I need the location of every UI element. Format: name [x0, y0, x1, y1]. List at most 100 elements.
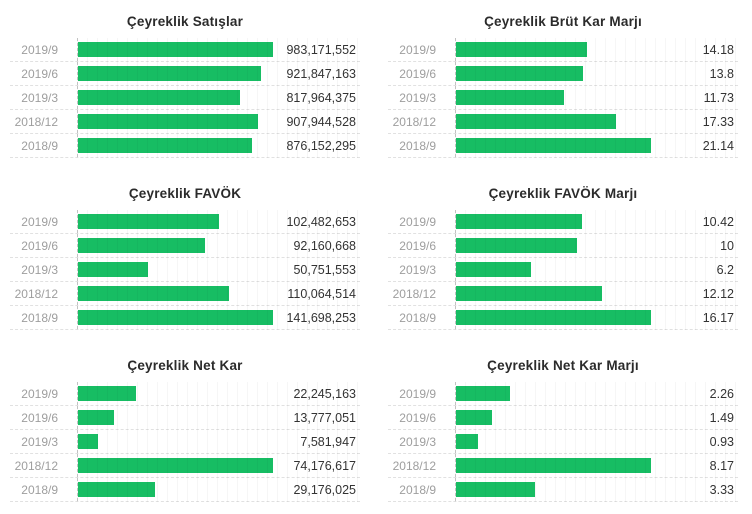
category-label: 2019/6: [399, 66, 436, 81]
bar: [456, 114, 616, 129]
chart-row: 2018/12 74,176,617: [10, 454, 360, 478]
chart-title: Çeyreklik Satışlar: [126, 14, 244, 29]
bar-area: [77, 134, 273, 157]
chart-row: 2018/9 876,152,295: [10, 134, 360, 158]
chart-row: 2019/9 983,171,552: [10, 38, 360, 62]
chart-row: 2018/9 21.14: [388, 134, 738, 158]
bar-area: [77, 282, 273, 305]
value-label: 50,751,553: [293, 262, 356, 277]
bar-area: [77, 234, 273, 257]
chart-card-favok: Çeyreklik FAVÖK 2019/9 102,482,653 2019/6 92…: [10, 184, 360, 330]
bar-area: [455, 430, 651, 453]
category-label: 2018/12: [392, 286, 436, 301]
chart-row: 2019/6 13.8: [388, 62, 738, 86]
value-label: 7,581,947: [300, 434, 356, 449]
chart-title: Çeyreklik Brüt Kar Marjı: [484, 14, 642, 29]
value-label: 102,482,653: [286, 214, 356, 229]
value-label: 141,698,253: [286, 310, 356, 325]
bar: [456, 214, 582, 229]
bar-area: [455, 234, 651, 257]
bar: [78, 386, 137, 401]
chart-title: Çeyreklik Net Kar Marjı: [487, 358, 639, 373]
category-label: 2018/9: [399, 138, 436, 153]
bar: [456, 386, 510, 401]
value-label: 876,152,295: [286, 138, 356, 153]
value-label: 17.33: [702, 114, 734, 129]
chart-row: 2018/12 8.17: [388, 454, 738, 478]
category-label: 2019/3: [21, 262, 58, 277]
chart-title: Çeyreklik FAVÖK Marjı: [488, 186, 638, 201]
bar: [78, 90, 241, 105]
category-label: 2018/12: [14, 286, 58, 301]
chart-rows: 2019/9 22,245,163 2019/6 13,777,051 2019/3 7,…: [10, 382, 360, 502]
chart-title: Çeyreklik FAVÖK: [128, 186, 242, 201]
bar-area: [455, 110, 651, 133]
bar: [456, 434, 479, 449]
bar-area: [455, 454, 651, 477]
category-label: 2019/3: [21, 90, 58, 105]
chart-row: 2019/9 102,482,653: [10, 210, 360, 234]
bar: [78, 310, 273, 325]
value-label: 12.12: [702, 286, 734, 301]
category-label: 2018/9: [21, 310, 58, 325]
chart-row: 2019/9 22,245,163: [10, 382, 360, 406]
category-label: 2019/9: [399, 214, 436, 229]
category-label: 2018/9: [21, 482, 58, 497]
value-label: 13,777,051: [293, 410, 356, 425]
bar: [78, 458, 273, 473]
value-label: 907,944,528: [286, 114, 356, 129]
category-label: 2019/3: [21, 434, 58, 449]
chart-row: 2019/9 10.42: [388, 210, 738, 234]
bar-area: [455, 258, 651, 281]
chart-row: 2018/12 907,944,528: [10, 110, 360, 134]
value-label: 110,064,514: [287, 286, 356, 301]
bar: [456, 310, 651, 325]
chart-row: 2019/6 921,847,163: [10, 62, 360, 86]
chart-card-satislar: Çeyreklik Satışlar 2019/9 983,171,552 2019/…: [10, 12, 360, 158]
chart-row: 2019/6 13,777,051: [10, 406, 360, 430]
bar-area: [77, 258, 273, 281]
category-label: 2019/9: [21, 214, 58, 229]
category-label: 2019/6: [21, 66, 58, 81]
value-label: 10.42: [702, 214, 734, 229]
value-label: 0.93: [709, 434, 734, 449]
bar: [78, 410, 115, 425]
category-label: 2018/9: [399, 310, 436, 325]
value-label: 817,964,375: [286, 90, 356, 105]
bar-area: [455, 406, 651, 429]
category-label: 2019/6: [399, 410, 436, 425]
bar-area: [77, 478, 273, 501]
value-label: 21.14: [702, 138, 734, 153]
chart-rows: 2019/9 2.26 2019/6 1.49 2019/3 0.93 2018/12 8.1…: [388, 382, 738, 502]
chart-row: 2019/6 1.49: [388, 406, 738, 430]
category-label: 2018/12: [14, 114, 58, 129]
bar: [78, 262, 148, 277]
chart-title: Çeyreklik Net Kar: [127, 358, 243, 373]
bar: [78, 42, 273, 57]
bar-area: [455, 62, 651, 85]
chart-row: 2019/3 0.93: [388, 430, 738, 454]
bar: [78, 114, 259, 129]
chart-rows: 2019/9 983,171,552 2019/6 921,847,163 2019/3…: [10, 38, 360, 158]
value-label: 16.17: [702, 310, 734, 325]
bar: [78, 434, 98, 449]
bar-area: [77, 86, 273, 109]
bar-area: [455, 38, 651, 61]
bar-area: [455, 306, 651, 329]
chart-row: 2018/9 16.17: [388, 306, 738, 330]
chart-row: 2018/12 110,064,514: [10, 282, 360, 306]
bar: [456, 458, 651, 473]
category-label: 2018/12: [14, 458, 58, 473]
bar: [78, 214, 220, 229]
chart-card-net-kar: Çeyreklik Net Kar 2019/9 22,245,163 2019/6 1…: [10, 356, 360, 502]
value-label: 92,160,668: [293, 238, 356, 253]
bar-area: [77, 430, 273, 453]
category-label: 2019/3: [399, 434, 436, 449]
value-label: 10: [720, 238, 734, 253]
chart-row: 2018/9 141,698,253: [10, 306, 360, 330]
bar: [456, 138, 651, 153]
value-label: 921,847,163: [286, 66, 356, 81]
category-label: 2018/9: [399, 482, 436, 497]
bar-area: [455, 382, 651, 405]
